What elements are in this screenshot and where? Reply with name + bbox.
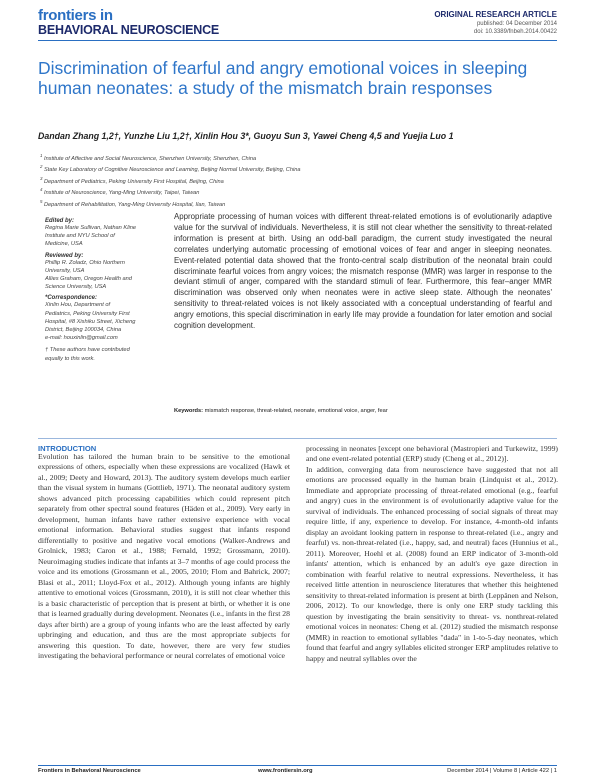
editorial-sidebar: Edited by: Regina Marie Sullivan, Nathan… [45,214,165,363]
header-divider [38,40,557,41]
body-column-right: processing in neonates [except one behav… [306,444,558,663]
correspondence: Xinlin Hou, Department of Pediatrics, Pe… [45,302,136,342]
correspondence-label: *Correspondence: [45,295,98,302]
affiliation: 2 State Key Laboratory of Cognitive Neur… [40,164,301,174]
footer-website[interactable]: www.frontiersin.org [258,768,313,774]
article-type: ORIGINAL RESEARCH ARTICLE [434,10,557,19]
journal-logo-line1: frontiers in [38,7,113,24]
section-divider [38,438,557,439]
affiliation: 3 Department of Pediatrics, Peking Unive… [40,175,224,185]
footer-issue-info: December 2014 | Volume 8 | Article 422 |… [447,768,557,774]
edited-by-label: Edited by: [45,218,75,224]
doi: doi: 10.3389/fnbeh.2014.00422 [473,29,557,35]
footer-divider [38,765,557,766]
body-column-left: Evolution has tailored the human brain t… [38,452,290,661]
abstract: Appropriate processing of human voices w… [174,212,552,331]
affiliation: 5 Department of Rehabilitation, Yang-Min… [40,198,226,208]
footer-journal: Frontiers in Behavioral Neuroscience [38,768,141,774]
published-date: published: 04 December 2014 [476,21,557,27]
affiliations: 1 Institute of Affective and Social Neur… [40,152,560,209]
introduction-heading: INTRODUCTION [38,444,97,453]
reviewer: Phillip R. Zoladz, Ohio Northern Univers… [45,259,125,274]
affiliation: 1 Institute of Affective and Social Neur… [40,153,257,162]
reviewer: Allies Graham, Oregon Health and Science… [45,276,132,291]
keywords: Keywords: mismatch response, threat-rela… [174,408,388,414]
affiliation: 4 Institute of Neuroscience, Yang-Ming U… [40,187,200,197]
journal-logo-line2: BEHAVIORAL NEUROSCIENCE [38,23,220,37]
equal-contribution-note: † These authors have contributed equally… [45,347,130,362]
edited-by: Regina Marie Sullivan, Nathan Kline Inst… [45,225,137,248]
article-title: Discrimination of fearful and angry emot… [38,58,528,98]
reviewed-by-label: Reviewed by: [45,252,84,259]
author-list: Dandan Zhang 1,2†, Yunzhe Liu 1,2†, Xinl… [38,131,454,141]
